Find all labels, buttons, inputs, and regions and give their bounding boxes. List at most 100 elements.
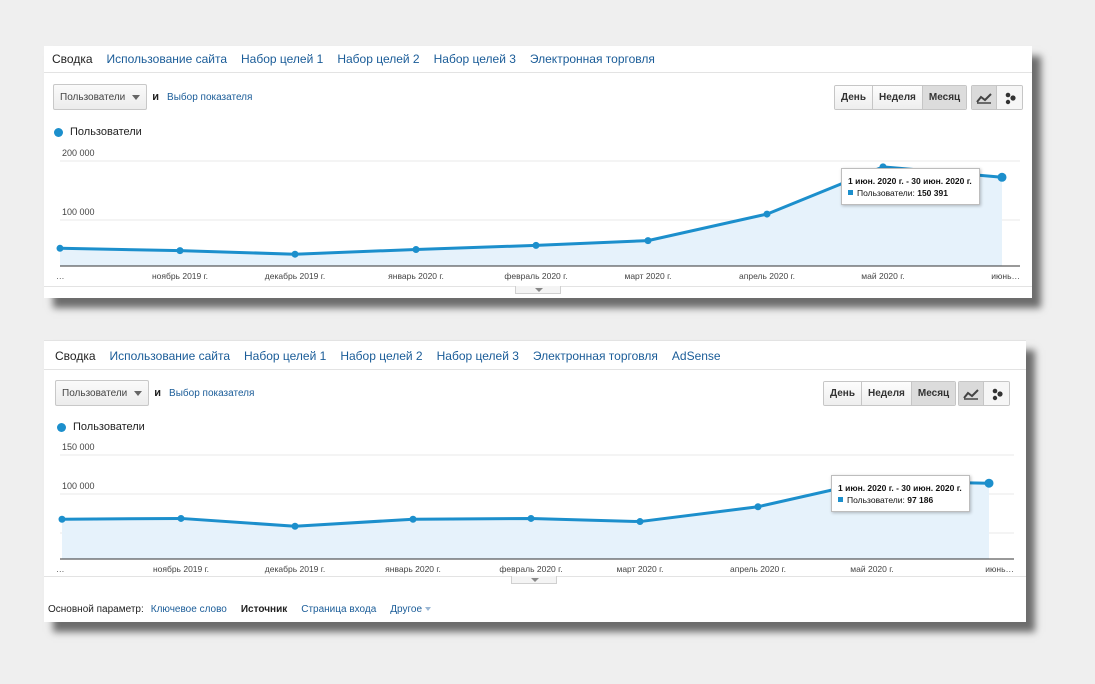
tooltip-label: Пользователи: xyxy=(857,188,915,198)
data-point[interactable] xyxy=(636,518,644,526)
tooltip-title: 1 июн. 2020 г. - 30 июн. 2020 г. xyxy=(848,176,972,186)
dimension-source[interactable]: Источник xyxy=(240,604,288,615)
tab-ecommerce[interactable]: Электронная торговля xyxy=(532,349,658,363)
data-point[interactable] xyxy=(997,172,1007,182)
report-tabs: Сводка Использование сайта Набор целей 1… xyxy=(52,52,669,66)
line-chart-icon xyxy=(976,92,992,104)
tab-adsense[interactable]: AdSense xyxy=(671,349,721,363)
period-day-button[interactable]: День xyxy=(824,382,862,405)
data-point[interactable] xyxy=(754,503,762,511)
tab-goal-set-1[interactable]: Набор целей 1 xyxy=(241,52,324,66)
dimension-other-dropdown[interactable]: Другое xyxy=(390,604,432,615)
tab-overview[interactable]: Сводка xyxy=(52,52,93,66)
tooltip-square xyxy=(838,497,843,502)
data-point[interactable] xyxy=(412,245,420,253)
period-week-button[interactable]: Неделя xyxy=(873,86,923,109)
chevron-down-icon xyxy=(134,390,143,396)
x-tick-label: май 2020 г. xyxy=(861,271,904,281)
line-chart-button[interactable] xyxy=(972,86,997,109)
chevron-down-icon xyxy=(132,94,141,100)
dimension-keyword-link[interactable]: Ключевое слово xyxy=(150,604,227,615)
data-point[interactable] xyxy=(177,514,185,522)
choose-metric-link[interactable]: Выбор показателя xyxy=(167,91,253,103)
users-line-chart-top: 200 000 100 000 … ноябрь 2019 г. декабрь 201… xyxy=(56,148,1020,281)
metric-select[interactable]: Пользователи xyxy=(53,84,148,110)
tabs-divider xyxy=(44,369,1026,370)
tab-goal-set-3[interactable]: Набор целей 3 xyxy=(433,52,516,66)
tooltip-square xyxy=(848,190,853,195)
tab-goal-set-3[interactable]: Набор целей 3 xyxy=(436,349,519,363)
x-tick-label: январь 2020 г. xyxy=(385,564,441,574)
tab-site-usage[interactable]: Использование сайта xyxy=(106,52,228,66)
chart-tooltip: 1 июн. 2020 г. - 30 июн. 2020 г. Пользов… xyxy=(841,168,980,205)
period-buttons: День Неделя Месяц xyxy=(823,381,957,406)
tab-goal-set-2[interactable]: Набор целей 2 xyxy=(340,349,423,363)
data-point[interactable] xyxy=(291,250,299,258)
legend-dot xyxy=(57,422,66,432)
and-label: и xyxy=(152,91,160,103)
chart-view-buttons xyxy=(971,85,1023,110)
metric-select-value: Пользователи xyxy=(60,91,126,103)
data-point[interactable] xyxy=(984,478,994,488)
data-point[interactable] xyxy=(176,247,184,255)
data-point[interactable] xyxy=(527,514,535,522)
chevron-down-icon xyxy=(531,578,539,582)
period-week-button[interactable]: Неделя xyxy=(862,382,912,405)
data-point[interactable] xyxy=(532,241,540,249)
chart-resize-handle[interactable] xyxy=(511,576,557,584)
dimension-other-label: Другое xyxy=(390,604,423,615)
x-tick-label: июнь… xyxy=(985,564,1014,574)
tab-overview[interactable]: Сводка xyxy=(55,349,96,363)
motion-chart-icon xyxy=(1005,92,1016,104)
y-tick-label: 200 000 xyxy=(62,148,95,158)
primary-dimension-label: Основной параметр: xyxy=(48,604,144,615)
data-point[interactable] xyxy=(409,515,417,523)
legend-label: Пользователи xyxy=(70,126,142,138)
motion-chart-button[interactable] xyxy=(984,382,1009,405)
x-tick-label: февраль 2020 г. xyxy=(499,564,562,574)
data-point[interactable] xyxy=(763,210,771,218)
tab-ecommerce[interactable]: Электронная торговля xyxy=(529,52,655,66)
tooltip-title: 1 июн. 2020 г. - 30 июн. 2020 г. xyxy=(838,483,962,493)
chart-legend: Пользователи xyxy=(54,126,142,138)
period-month-button[interactable]: Месяц xyxy=(911,382,956,405)
x-tick-label: апрель 2020 г. xyxy=(739,271,795,281)
chevron-down-icon xyxy=(425,607,432,611)
line-chart-icon xyxy=(963,388,979,400)
metric-select[interactable]: Пользователи xyxy=(55,380,150,406)
data-point[interactable] xyxy=(58,515,66,523)
tab-goal-set-2[interactable]: Набор целей 2 xyxy=(337,52,420,66)
series-area xyxy=(62,481,989,559)
metric-row: Пользователи и Выбор показателя xyxy=(53,84,252,110)
x-tick-label: декабрь 2019 г. xyxy=(265,271,325,281)
data-point[interactable] xyxy=(56,244,64,252)
tab-goal-set-1[interactable]: Набор целей 1 xyxy=(244,349,327,363)
x-tick-label: … xyxy=(56,564,65,574)
period-month-button[interactable]: Месяц xyxy=(922,86,967,109)
tooltip-label: Пользователи: xyxy=(847,495,905,505)
x-tick-label: апрель 2020 г. xyxy=(730,564,786,574)
motion-chart-icon xyxy=(992,388,1003,400)
analytics-panel-bottom: Сводка Использование сайта Набор целей 1… xyxy=(44,340,1026,622)
chart-legend: Пользователи xyxy=(57,421,145,433)
x-tick-label: ноябрь 2019 г. xyxy=(152,271,208,281)
x-tick-label: февраль 2020 г. xyxy=(504,271,567,281)
analytics-panel-top: Сводка Использование сайта Набор целей 1… xyxy=(44,46,1032,298)
motion-chart-button[interactable] xyxy=(997,86,1022,109)
x-tick-label: ноябрь 2019 г. xyxy=(153,564,209,574)
tab-site-usage[interactable]: Использование сайта xyxy=(109,349,231,363)
x-tick-label: … xyxy=(56,271,65,281)
line-chart-button[interactable] xyxy=(959,382,984,405)
tooltip-value: 97 186 xyxy=(907,495,934,505)
dimension-landing-page-link[interactable]: Страница входа xyxy=(301,604,377,615)
choose-metric-link[interactable]: Выбор показателя xyxy=(169,387,255,399)
legend-dot xyxy=(54,127,63,137)
data-point[interactable] xyxy=(291,522,299,530)
x-tick-label: январь 2020 г. xyxy=(388,271,444,281)
chart-resize-handle[interactable] xyxy=(515,286,561,294)
metric-select-value: Пользователи xyxy=(62,387,128,399)
data-point[interactable] xyxy=(644,237,652,245)
x-tick-label: май 2020 г. xyxy=(850,564,893,574)
period-day-button[interactable]: День xyxy=(835,86,873,109)
x-tick-label: март 2020 г. xyxy=(616,564,663,574)
